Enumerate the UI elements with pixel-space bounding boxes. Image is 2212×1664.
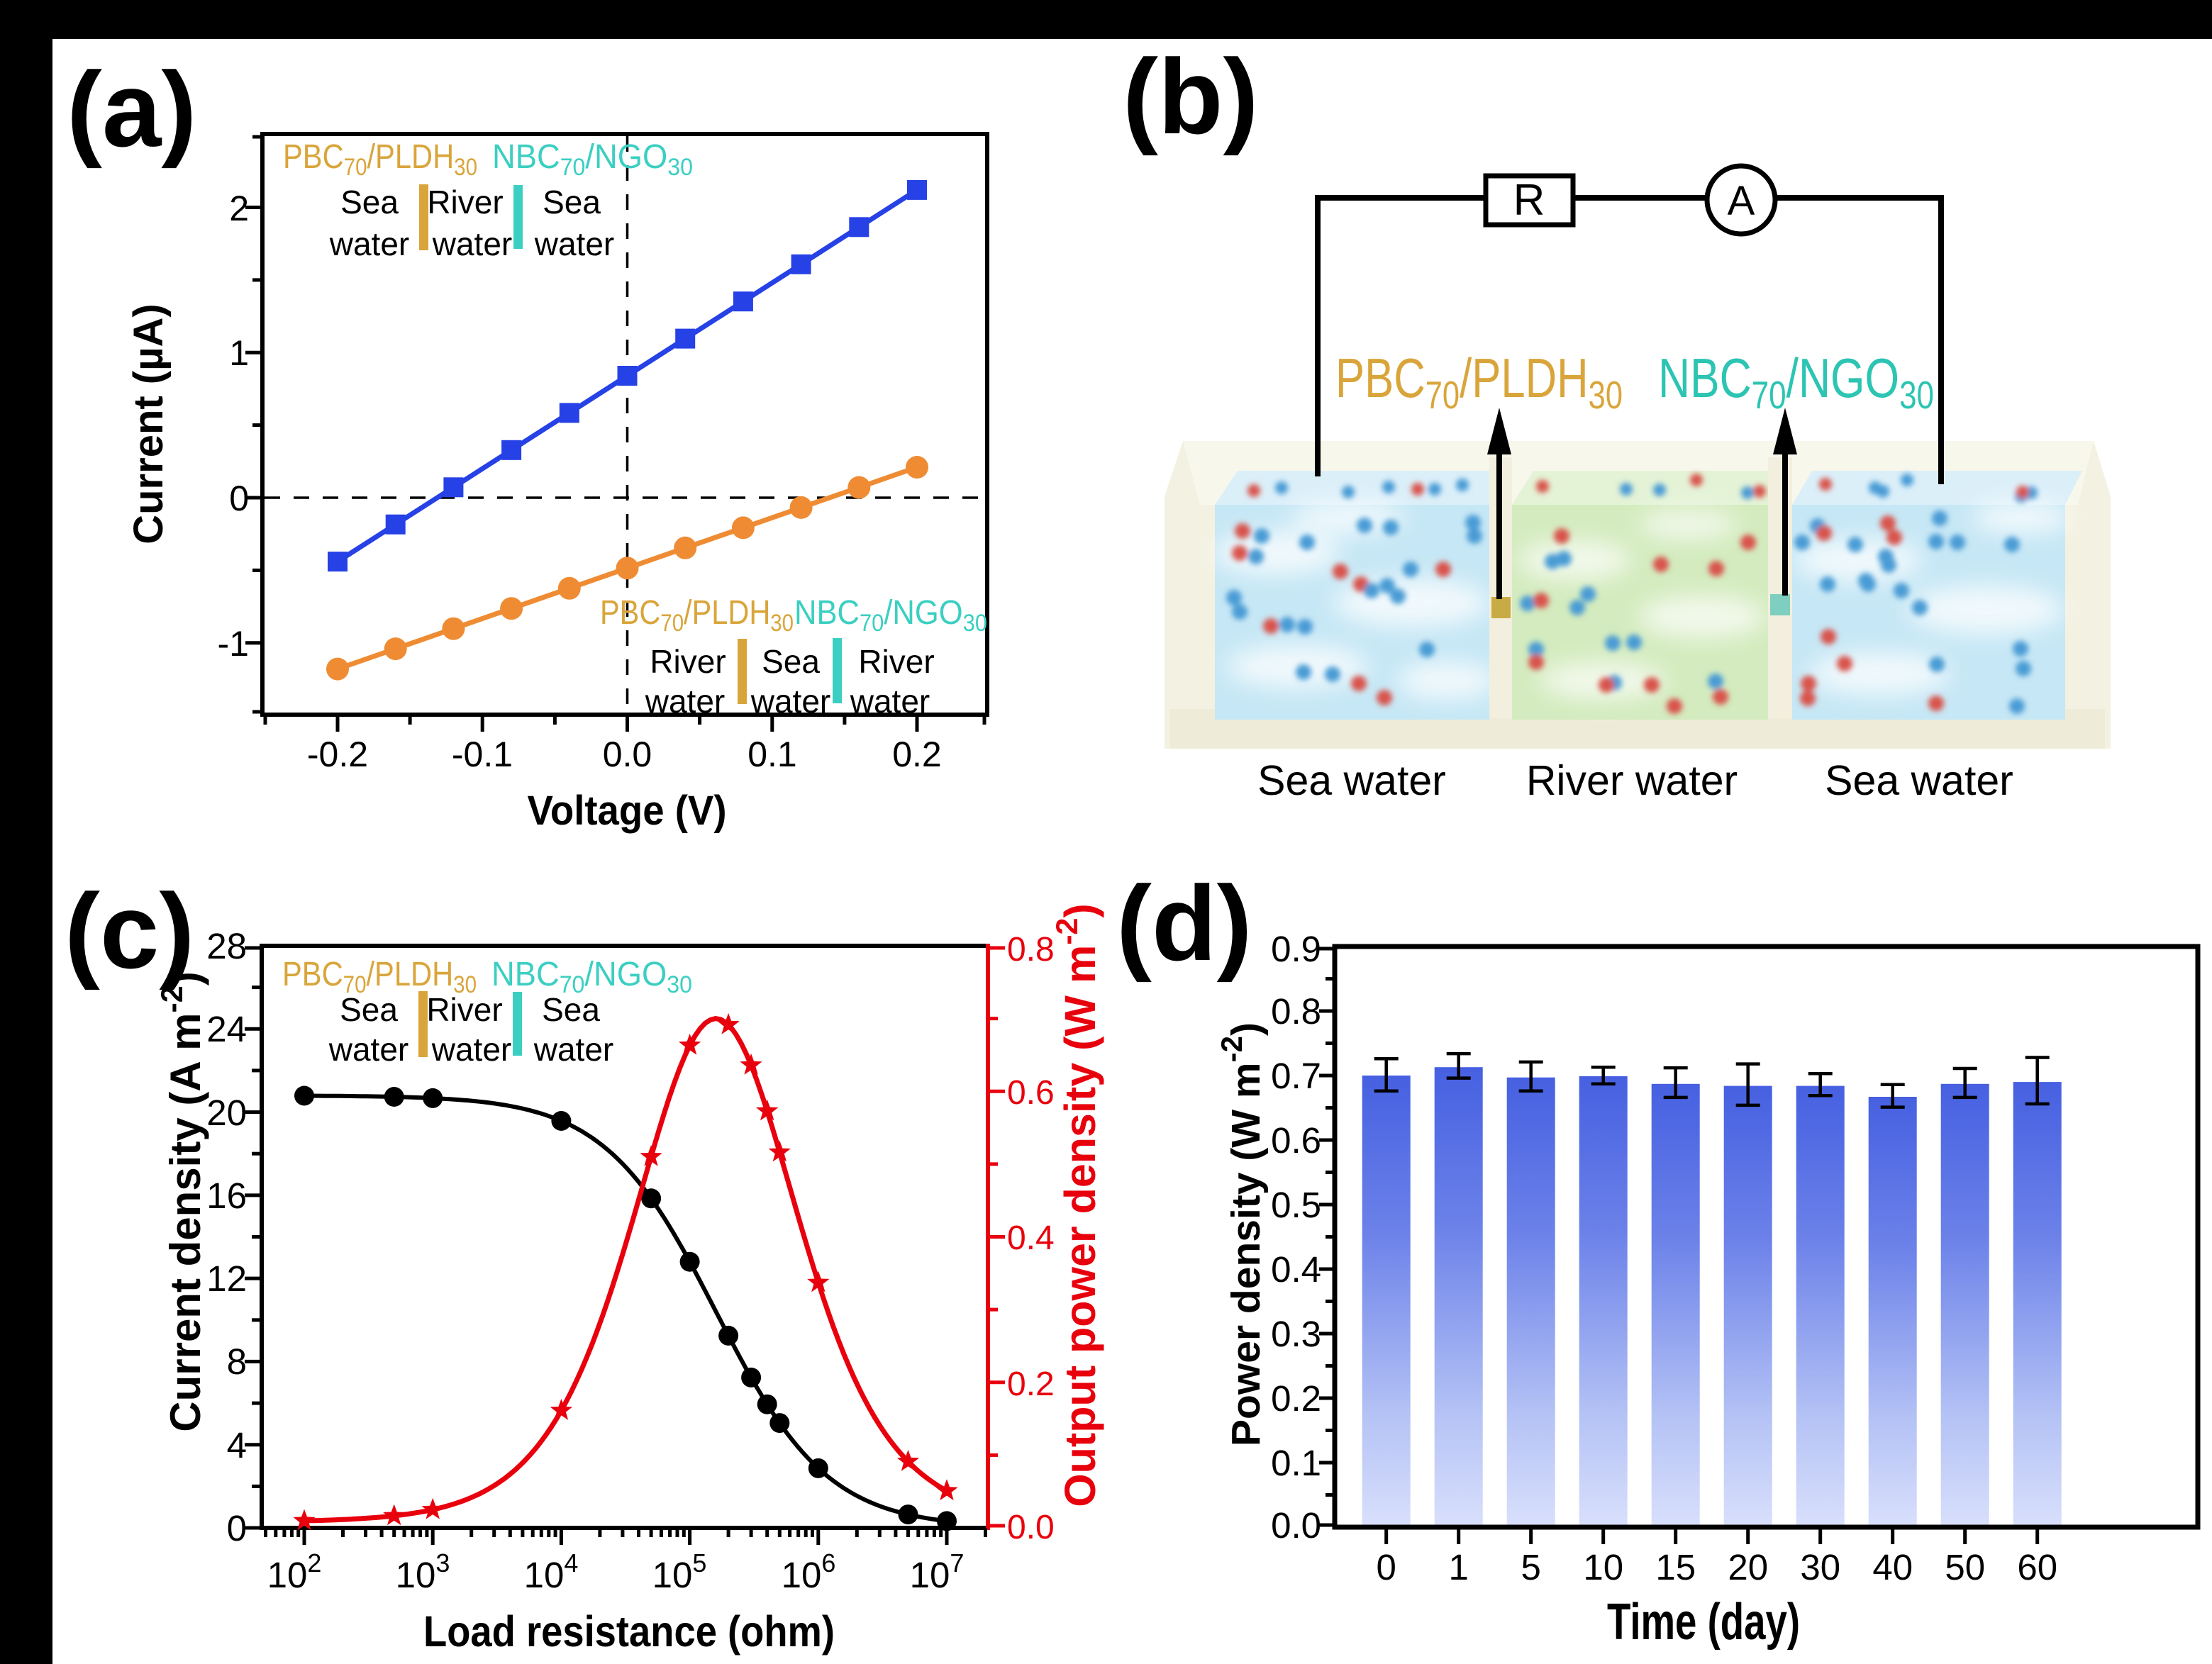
svg-text:Current density (A m-2): Current density (A m-2)	[155, 971, 209, 1431]
svg-text:Output power density (W m-2): Output power density (W m-2)	[1050, 903, 1104, 1507]
svg-text:water: water	[533, 1031, 613, 1068]
svg-text:24: 24	[206, 1009, 247, 1049]
svg-text:-0.1: -0.1	[452, 735, 513, 774]
svg-text:(d): (d)	[1116, 864, 1252, 983]
svg-text:PBC70/PLDH30: PBC70/PLDH30	[1335, 347, 1623, 417]
svg-text:1: 1	[229, 333, 249, 373]
svg-text:0: 0	[227, 1508, 247, 1548]
svg-text:NBC70/NGO30: NBC70/NGO30	[491, 956, 692, 998]
svg-text:water: water	[750, 683, 830, 720]
svg-text:0: 0	[229, 479, 249, 518]
svg-text:0.2: 0.2	[1271, 1378, 1321, 1419]
svg-text:Sea: Sea	[542, 991, 600, 1028]
svg-text:Voltage (V): Voltage (V)	[528, 788, 727, 834]
svg-text:20: 20	[1728, 1547, 1768, 1587]
svg-text:Sea water: Sea water	[1825, 757, 2013, 804]
svg-text:0.2: 0.2	[892, 735, 942, 774]
svg-text:0.6: 0.6	[1007, 1074, 1055, 1112]
svg-text:4: 4	[227, 1425, 247, 1465]
svg-text:0.6: 0.6	[1271, 1120, 1321, 1161]
svg-text:NBC70/NGO30: NBC70/NGO30	[492, 138, 693, 181]
svg-text:10: 10	[1583, 1547, 1623, 1587]
svg-text:0.0: 0.0	[1007, 1509, 1055, 1546]
svg-text:8: 8	[227, 1341, 247, 1382]
svg-text:104: 104	[524, 1548, 579, 1595]
svg-text:30: 30	[1800, 1547, 1840, 1587]
svg-text:0.5: 0.5	[1271, 1185, 1321, 1225]
svg-text:Sea: Sea	[340, 991, 398, 1028]
svg-text:NBC70/NGO30: NBC70/NGO30	[1658, 347, 1934, 417]
svg-text:water: water	[328, 1031, 409, 1068]
svg-text:River water: River water	[1526, 757, 1738, 804]
svg-text:Power density (W m-2): Power density (W m-2)	[1215, 1022, 1269, 1446]
svg-text:0.1: 0.1	[1271, 1443, 1321, 1483]
svg-text:0.9: 0.9	[1271, 929, 1321, 969]
svg-text:60: 60	[2017, 1547, 2057, 1587]
svg-text:PBC70/PLDH30: PBC70/PLDH30	[282, 956, 477, 998]
svg-text:water: water	[534, 225, 614, 262]
svg-text:Sea: Sea	[543, 184, 601, 220]
svg-text:water: water	[645, 683, 725, 720]
svg-text:50: 50	[1945, 1547, 1985, 1587]
svg-text:(b): (b)	[1123, 37, 1259, 156]
svg-text:0.0: 0.0	[1271, 1505, 1321, 1546]
svg-text:R: R	[1513, 176, 1545, 225]
svg-text:Sea water: Sea water	[1257, 757, 1446, 804]
svg-text:Sea: Sea	[762, 643, 820, 680]
svg-text:Load resistance (ohm): Load resistance (ohm)	[423, 1607, 835, 1655]
svg-text:(c): (c)	[65, 871, 194, 990]
svg-text:0.3: 0.3	[1271, 1314, 1321, 1354]
svg-text:5: 5	[1521, 1547, 1541, 1587]
svg-text:River: River	[427, 184, 503, 220]
svg-text:-0.2: -0.2	[307, 735, 368, 774]
svg-text:water: water	[329, 225, 409, 262]
svg-text:15: 15	[1655, 1547, 1696, 1587]
svg-text:Time (day): Time (day)	[1607, 1594, 1800, 1651]
svg-text:water: water	[432, 225, 512, 262]
svg-text:2: 2	[229, 189, 249, 228]
svg-text:0.8: 0.8	[1007, 931, 1055, 968]
svg-text:0: 0	[1377, 1547, 1396, 1587]
svg-text:River: River	[650, 643, 726, 680]
svg-text:(a): (a)	[67, 50, 196, 169]
svg-text:water: water	[431, 1031, 511, 1068]
svg-text:0.7: 0.7	[1271, 1056, 1321, 1096]
svg-text:NBC70/NGO30: NBC70/NGO30	[794, 594, 987, 637]
svg-text:Sea: Sea	[340, 184, 399, 220]
svg-text:28: 28	[206, 926, 247, 966]
svg-text:A: A	[1728, 178, 1755, 224]
svg-text:0.4: 0.4	[1007, 1219, 1055, 1257]
svg-text:PBC70/PLDH30: PBC70/PLDH30	[600, 594, 794, 637]
svg-text:0.8: 0.8	[1271, 991, 1321, 1032]
svg-text:-1: -1	[218, 624, 249, 664]
svg-text:Current (µA): Current (µA)	[126, 303, 172, 545]
svg-text:0.4: 0.4	[1271, 1249, 1321, 1290]
svg-text:12: 12	[206, 1258, 247, 1299]
svg-text:1: 1	[1449, 1547, 1469, 1587]
svg-text:0.2: 0.2	[1007, 1366, 1055, 1403]
svg-text:water: water	[850, 683, 930, 720]
svg-text:40: 40	[1872, 1547, 1913, 1587]
svg-text:0.1: 0.1	[747, 735, 797, 774]
svg-text:River: River	[426, 991, 502, 1028]
svg-text:River: River	[858, 643, 934, 680]
svg-text:PBC70/PLDH30: PBC70/PLDH30	[283, 138, 477, 181]
svg-text:20: 20	[206, 1093, 247, 1133]
svg-text:0.0: 0.0	[603, 735, 652, 774]
svg-text:16: 16	[206, 1176, 247, 1216]
